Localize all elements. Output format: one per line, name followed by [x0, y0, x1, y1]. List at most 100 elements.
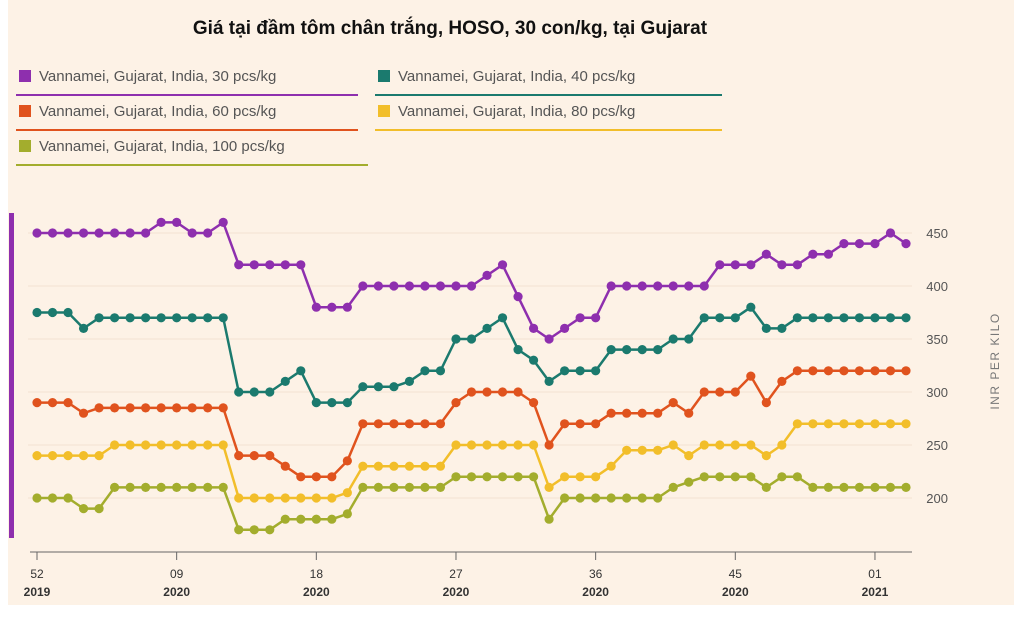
legend-item[interactable]: Vannamei, Gujarat, India, 30 pcs/kg [16, 68, 358, 96]
data-point [249, 525, 259, 535]
data-point [730, 260, 740, 270]
data-point [715, 387, 725, 397]
data-point [280, 260, 290, 270]
data-point [792, 366, 802, 376]
data-point [342, 456, 352, 466]
data-point [668, 440, 678, 450]
highlight-bar [9, 213, 14, 538]
data-point [823, 366, 834, 376]
data-point [451, 398, 461, 408]
data-point [870, 482, 880, 492]
data-point [591, 366, 601, 376]
data-point [404, 419, 415, 429]
legend-label: Vannamei, Gujarat, India, 30 pcs/kg [39, 68, 277, 85]
data-point [901, 239, 911, 249]
data-point [218, 403, 228, 413]
data-point [870, 419, 880, 429]
data-point [420, 366, 430, 376]
data-point [854, 239, 865, 249]
data-point [575, 472, 585, 482]
data-point [497, 472, 508, 482]
data-point [684, 334, 694, 344]
data-point [451, 281, 461, 291]
data-point [327, 514, 337, 524]
data-point [513, 387, 523, 397]
data-point [94, 228, 104, 238]
data-point [715, 472, 725, 482]
data-point [234, 451, 244, 461]
x-tick-label: 01 [868, 567, 882, 581]
data-point [203, 440, 213, 450]
data-point [684, 281, 694, 291]
data-point [606, 281, 616, 291]
data-point [109, 403, 120, 413]
data-point [606, 493, 616, 503]
data-point [109, 440, 120, 450]
x-tick-year-label: 2020 [722, 585, 749, 599]
data-point [218, 440, 228, 450]
data-point [141, 482, 151, 492]
data-point [172, 440, 182, 450]
data-point [575, 313, 585, 323]
data-point [870, 239, 880, 249]
data-point [823, 482, 834, 492]
data-point [466, 440, 477, 450]
data-point [839, 482, 849, 492]
data-point [823, 249, 834, 259]
data-point [311, 514, 321, 524]
data-point [885, 366, 896, 376]
data-point [420, 461, 430, 471]
data-point [606, 408, 616, 418]
data-point [528, 398, 539, 408]
data-point [78, 504, 89, 514]
data-point [404, 461, 415, 471]
data-point [141, 313, 151, 323]
data-point [668, 482, 678, 492]
x-tick-label: 36 [589, 567, 603, 581]
data-point [792, 419, 802, 429]
y-tick-label: 300 [926, 385, 948, 400]
data-point [156, 440, 166, 450]
data-point [435, 366, 446, 376]
data-point [404, 376, 415, 386]
legend-item[interactable]: Vannamei, Gujarat, India, 80 pcs/kg [375, 103, 722, 131]
data-point [777, 440, 787, 450]
data-point [420, 482, 430, 492]
data-point [280, 514, 290, 524]
data-point [622, 281, 632, 291]
data-point [668, 334, 678, 344]
data-point [715, 440, 725, 450]
data-point [560, 323, 570, 333]
legend-item[interactable]: Vannamei, Gujarat, India, 100 pcs/kg [16, 138, 368, 166]
data-point [808, 419, 818, 429]
data-point [885, 419, 896, 429]
data-point [280, 493, 290, 503]
legend-label: Vannamei, Gujarat, India, 80 pcs/kg [398, 103, 636, 120]
data-point [420, 281, 430, 291]
data-point [761, 398, 771, 408]
data-point [482, 270, 492, 280]
data-point [218, 217, 228, 227]
x-tick-year-label: 2020 [163, 585, 190, 599]
data-point [497, 313, 508, 323]
data-point [854, 482, 865, 492]
data-point [901, 313, 911, 323]
legend-item[interactable]: Vannamei, Gujarat, India, 40 pcs/kg [375, 68, 722, 96]
legend-item[interactable]: Vannamei, Gujarat, India, 60 pcs/kg [16, 103, 358, 131]
data-point [777, 376, 787, 386]
data-point [32, 493, 42, 503]
data-point [746, 472, 756, 482]
x-tick-year-label: 2020 [303, 585, 330, 599]
data-point [172, 217, 182, 227]
data-point [47, 228, 58, 238]
data-point [622, 345, 632, 355]
data-point [358, 482, 368, 492]
data-point [885, 482, 896, 492]
data-point [730, 440, 740, 450]
data-point [141, 440, 151, 450]
data-point [684, 408, 694, 418]
data-point [668, 281, 678, 291]
data-point [373, 419, 383, 429]
data-point [109, 228, 120, 238]
data-point [497, 260, 508, 270]
